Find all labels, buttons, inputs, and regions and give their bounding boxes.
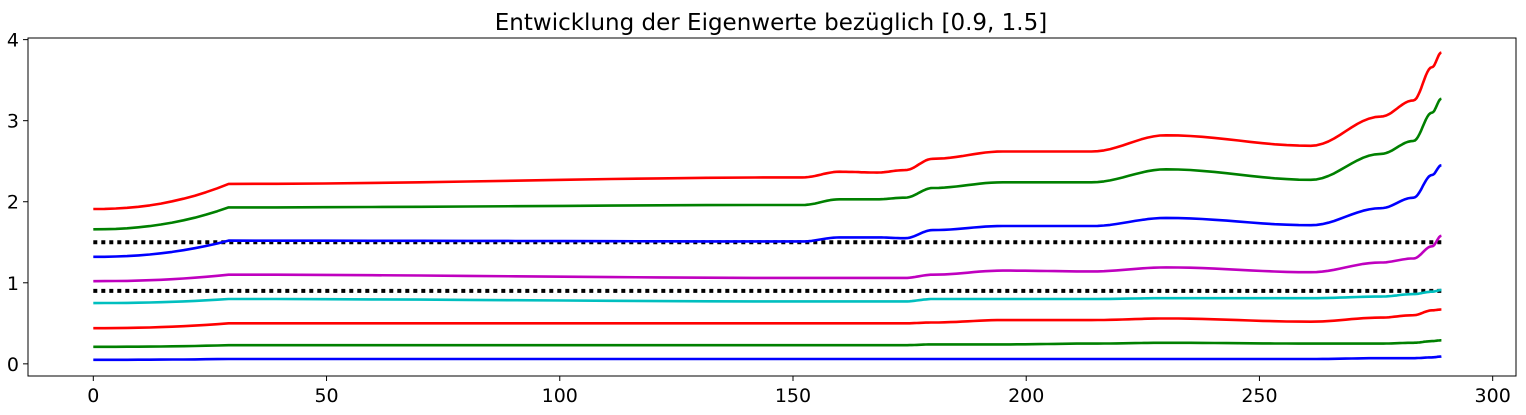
y-axis: 0 1 2 3 4 (7, 30, 28, 376)
series-line (93, 308, 1442, 330)
y-tick-label: 3 (7, 111, 19, 133)
x-tick-label: 0 (87, 385, 99, 407)
series-line (93, 234, 1442, 283)
x-tick-label: 150 (775, 385, 811, 407)
x-tick-label: 300 (1475, 385, 1511, 407)
series-line (93, 288, 1442, 305)
series-line (93, 164, 1442, 259)
plot-frame (27, 37, 1517, 377)
series-line (93, 51, 1442, 211)
series-line (93, 339, 1442, 349)
x-tick-label: 100 (542, 385, 578, 407)
series-line (93, 355, 1442, 362)
plot-area (93, 51, 1442, 362)
y-tick-label: 1 (7, 273, 19, 295)
chart-title: Entwicklung der Eigenwerte bezüglich [0.… (495, 10, 1047, 36)
x-tick-label: 50 (314, 385, 338, 407)
y-tick-label: 2 (7, 192, 19, 214)
x-tick-label: 250 (1241, 385, 1277, 407)
x-tick-label: 200 (1008, 385, 1044, 407)
x-axis: 0 50 100 150 200 250 300 (87, 376, 1511, 407)
series-line (93, 97, 1442, 231)
y-tick-label: 0 (7, 354, 19, 376)
y-tick-label: 4 (7, 30, 19, 52)
